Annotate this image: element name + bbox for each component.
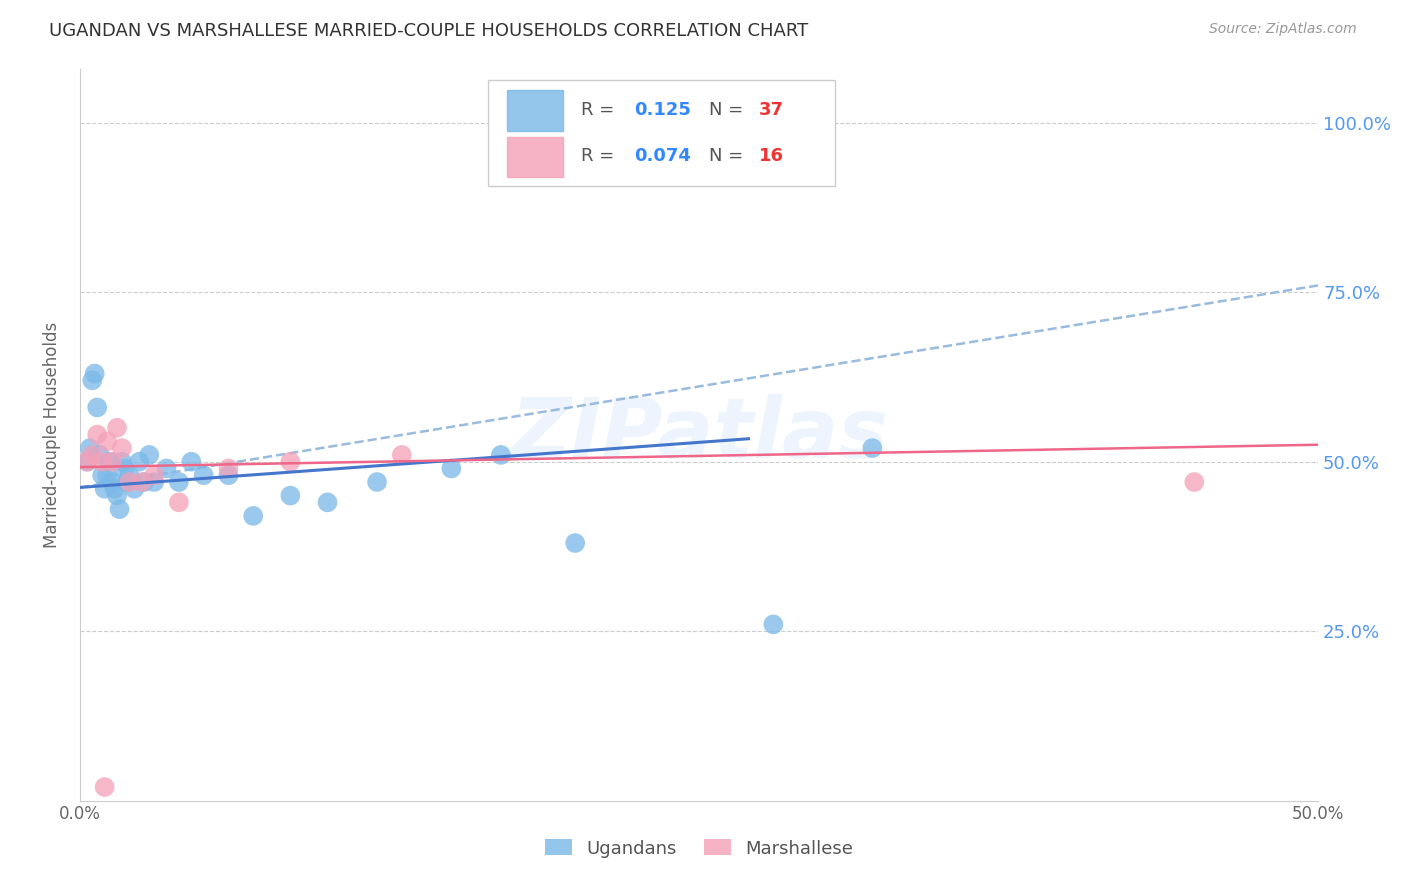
- Point: [124, 482, 146, 496]
- FancyBboxPatch shape: [508, 136, 562, 177]
- Point: [155, 461, 177, 475]
- Text: Source: ZipAtlas.com: Source: ZipAtlas.com: [1209, 22, 1357, 37]
- Point: [93, 780, 115, 794]
- Legend: Ugandans, Marshallese: Ugandans, Marshallese: [537, 832, 860, 865]
- Point: [489, 448, 512, 462]
- Text: UGANDAN VS MARSHALLESE MARRIED-COUPLE HOUSEHOLDS CORRELATION CHART: UGANDAN VS MARSHALLESE MARRIED-COUPLE HO…: [49, 22, 808, 40]
- FancyBboxPatch shape: [488, 79, 835, 186]
- Point: [82, 448, 104, 462]
- Point: [114, 461, 136, 475]
- Point: [101, 475, 124, 489]
- Point: [86, 427, 108, 442]
- FancyBboxPatch shape: [508, 90, 562, 131]
- Point: [115, 475, 138, 489]
- Text: N =: N =: [709, 147, 749, 165]
- Text: ZIPatlas: ZIPatlas: [510, 394, 889, 475]
- Point: [134, 475, 156, 489]
- Point: [76, 455, 98, 469]
- Point: [1182, 475, 1205, 489]
- Point: [118, 468, 141, 483]
- Point: [167, 495, 190, 509]
- Point: [91, 455, 114, 469]
- Point: [143, 475, 166, 489]
- Point: [217, 461, 239, 475]
- Point: [280, 455, 302, 469]
- Point: [242, 508, 264, 523]
- Point: [143, 468, 166, 483]
- Point: [564, 536, 586, 550]
- Point: [96, 434, 118, 449]
- Point: [316, 495, 339, 509]
- Point: [860, 441, 883, 455]
- Point: [91, 468, 114, 483]
- Point: [83, 367, 105, 381]
- Text: N =: N =: [709, 102, 749, 120]
- Point: [105, 489, 128, 503]
- Point: [167, 475, 190, 489]
- Point: [193, 468, 215, 483]
- Point: [391, 448, 413, 462]
- Point: [93, 482, 115, 496]
- Point: [138, 448, 160, 462]
- Text: 16: 16: [758, 147, 783, 165]
- Point: [79, 441, 101, 455]
- Point: [217, 468, 239, 483]
- Point: [111, 441, 134, 455]
- Point: [762, 617, 785, 632]
- Point: [103, 482, 125, 496]
- Point: [108, 502, 131, 516]
- Point: [118, 475, 141, 489]
- Y-axis label: Married-couple Households: Married-couple Households: [44, 321, 60, 548]
- Point: [89, 448, 111, 462]
- Point: [105, 421, 128, 435]
- Text: R =: R =: [581, 147, 620, 165]
- Text: R =: R =: [581, 102, 620, 120]
- Text: 37: 37: [758, 102, 783, 120]
- Point: [98, 455, 121, 469]
- Point: [111, 455, 134, 469]
- Point: [180, 455, 202, 469]
- Text: 0.125: 0.125: [634, 102, 692, 120]
- Point: [86, 401, 108, 415]
- Point: [96, 468, 118, 483]
- Point: [76, 455, 98, 469]
- Point: [366, 475, 388, 489]
- Point: [101, 455, 124, 469]
- Point: [128, 455, 150, 469]
- Point: [280, 489, 302, 503]
- Point: [440, 461, 463, 475]
- Text: 0.074: 0.074: [634, 147, 692, 165]
- Point: [131, 475, 153, 489]
- Point: [82, 373, 104, 387]
